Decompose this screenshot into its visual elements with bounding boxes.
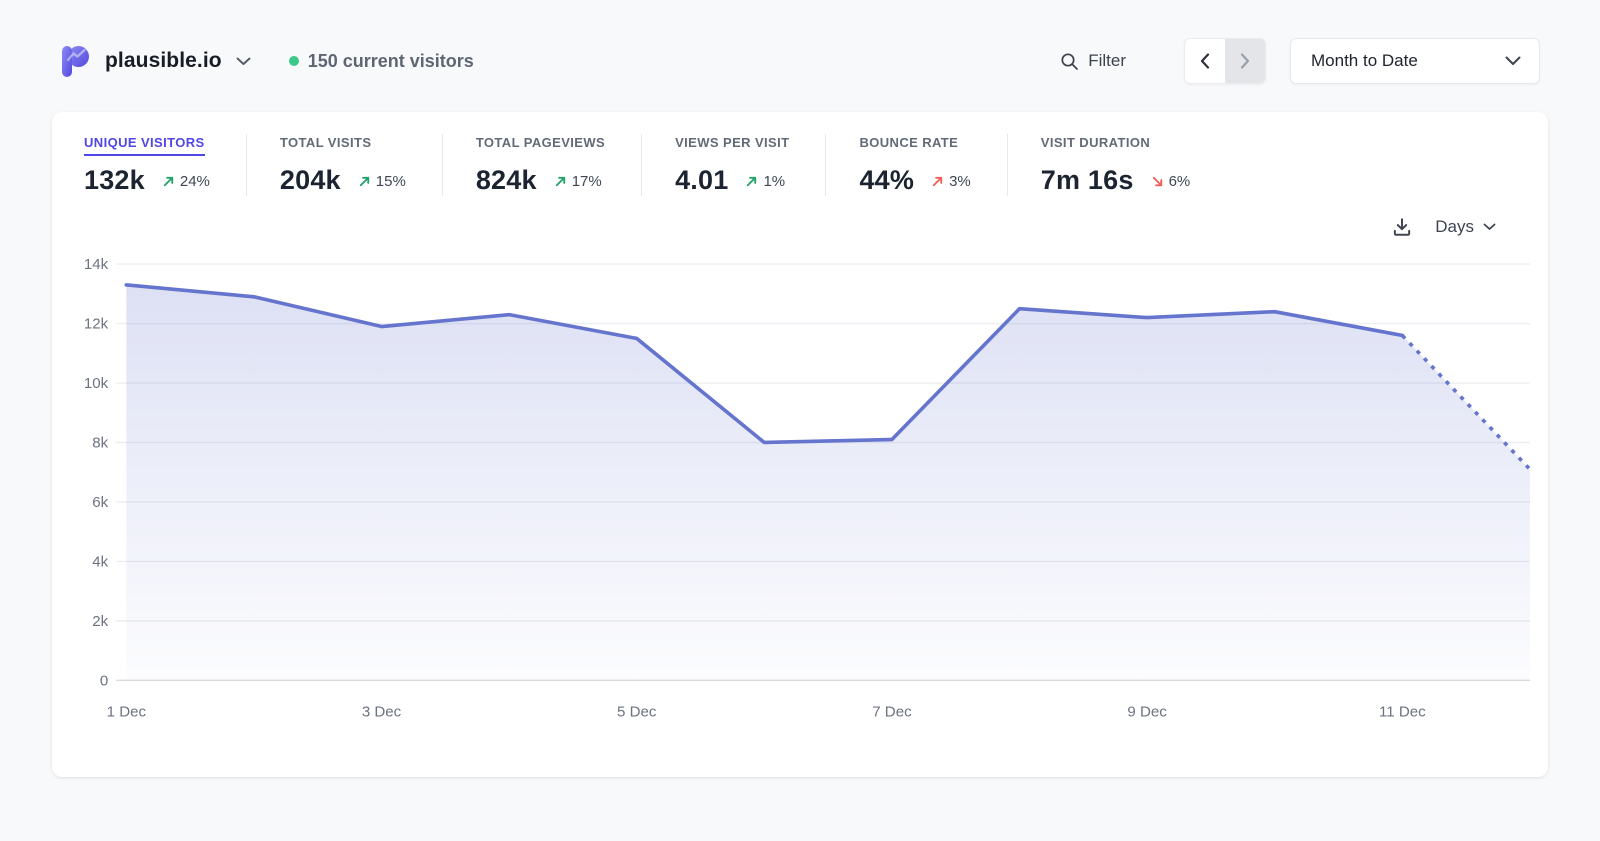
- arrow-up-right-icon: [163, 176, 174, 187]
- analytics-card: UNIQUE VISITORS 132k 24% TOTAL VISITS 20…: [52, 112, 1548, 777]
- stat-value: 824k: [475, 165, 537, 195]
- period-pager: [1184, 38, 1266, 84]
- chevron-left-icon: [1200, 53, 1210, 69]
- stat-unique-visitors[interactable]: UNIQUE VISITORS 132k 24%: [52, 134, 247, 196]
- next-period-button[interactable]: [1225, 39, 1265, 83]
- x-tick-label: 7 Dec: [872, 704, 912, 721]
- stat-label[interactable]: VIEWS PER VISIT: [675, 135, 790, 150]
- stat-change-badge: 1%: [744, 173, 785, 190]
- stat-views-per-visit[interactable]: VIEWS PER VISIT 4.01 1%: [642, 134, 827, 196]
- stat-value: 204k: [279, 165, 341, 195]
- previous-period-button[interactable]: [1185, 39, 1225, 83]
- y-tick-label: 12k: [84, 316, 109, 333]
- y-tick-label: 8k: [92, 435, 108, 452]
- y-axis-labels: 0 2k 4k 6k 8k 10k 12k 14k: [84, 256, 109, 689]
- chevron-down-icon: [236, 57, 251, 65]
- stat-bounce-rate[interactable]: BOUNCE RATE 44% 3%: [826, 134, 1008, 196]
- search-icon: [1061, 52, 1079, 70]
- y-tick-label: 10k: [84, 375, 109, 392]
- chevron-down-icon: [1483, 223, 1496, 230]
- interval-value: Days: [1435, 217, 1474, 236]
- stat-value: 132k: [84, 165, 145, 195]
- x-tick-label: 3 Dec: [362, 704, 402, 721]
- site-switcher[interactable]: plausible.io: [57, 42, 251, 80]
- chevron-down-icon: [1505, 56, 1521, 65]
- stat-label[interactable]: UNIQUE VISITORS: [84, 135, 205, 156]
- stat-change-badge: 17%: [553, 173, 602, 190]
- y-tick-label: 4k: [92, 553, 108, 570]
- stat-total-visits[interactable]: TOTAL VISITS 204k 15%: [247, 134, 443, 196]
- chevron-right-icon: [1240, 53, 1250, 69]
- stat-value: 44%: [859, 165, 915, 195]
- stat-total-pageviews[interactable]: TOTAL PAGEVIEWS 824k 17%: [443, 134, 643, 196]
- current-visitors[interactable]: 150 current visitors: [288, 50, 474, 72]
- stat-change-badge: 6%: [1150, 173, 1190, 190]
- x-tick-label: 9 Dec: [1127, 704, 1167, 721]
- top-bar: plausible.io 150 current visitors Filter: [57, 38, 1540, 84]
- site-name: plausible.io: [105, 49, 222, 72]
- x-tick-label: 5 Dec: [617, 704, 657, 721]
- area-fill: [126, 284, 1530, 681]
- interval-dropdown[interactable]: Days: [1435, 217, 1496, 237]
- stat-change-badge: 3%: [930, 173, 971, 190]
- filter-label: Filter: [1088, 51, 1126, 70]
- date-range-dropdown[interactable]: Month to Date: [1290, 38, 1540, 84]
- visitors-line: [124, 283, 1405, 445]
- y-tick-label: 14k: [84, 256, 109, 273]
- download-icon: [1394, 218, 1411, 236]
- stat-change-badge: 15%: [357, 173, 406, 190]
- stat-label[interactable]: VISIT DURATION: [1040, 135, 1151, 150]
- arrow-down-right-icon: [1152, 176, 1162, 187]
- plausible-logo-icon: [62, 46, 89, 77]
- arrow-up-right-icon: [932, 176, 943, 187]
- stat-label[interactable]: BOUNCE RATE: [859, 135, 959, 150]
- visitors-chart[interactable]: 0 2k 4k 6k 8k 10k 12k 14k 1 Dec 3 Dec 5 Dec 7 Dec 9 …: [70, 246, 1538, 745]
- stat-change-badge: 24%: [161, 173, 210, 190]
- current-visitors-label: 150 current visitors: [307, 50, 474, 71]
- arrow-up-right-icon: [555, 176, 565, 187]
- stat-label[interactable]: TOTAL VISITS: [279, 135, 372, 150]
- arrow-up-right-icon: [359, 176, 369, 187]
- y-tick-label: 6k: [92, 494, 108, 511]
- x-axis-labels: 1 Dec 3 Dec 5 Dec 7 Dec 9 Dec 11 Dec: [107, 704, 1426, 721]
- live-dot-icon: [288, 56, 299, 66]
- y-tick-label: 0: [100, 672, 108, 689]
- x-tick-label: 1 Dec: [107, 704, 147, 721]
- x-tick-label: 11 Dec: [1379, 704, 1426, 721]
- export-button[interactable]: [1391, 216, 1413, 238]
- stat-visit-duration[interactable]: VISIT DURATION 7m 16s 6%: [1008, 134, 1226, 196]
- chart-area: 0 2k 4k 6k 8k 10k 12k 14k 1 Dec 3 Dec 5 Dec 7 Dec 9 …: [52, 242, 1548, 745]
- stat-label[interactable]: TOTAL PAGEVIEWS: [475, 135, 606, 150]
- chart-controls: Days: [52, 196, 1548, 242]
- stat-value: 4.01: [675, 165, 729, 195]
- date-range-value: Month to Date: [1311, 51, 1418, 70]
- arrow-up-right-icon: [747, 176, 757, 187]
- y-tick-label: 2k: [92, 613, 108, 630]
- top-stats-row: UNIQUE VISITORS 132k 24% TOTAL VISITS 20…: [52, 112, 1548, 196]
- filter-button[interactable]: Filter: [1060, 51, 1126, 71]
- stat-value: 7m 16s: [1040, 165, 1134, 195]
